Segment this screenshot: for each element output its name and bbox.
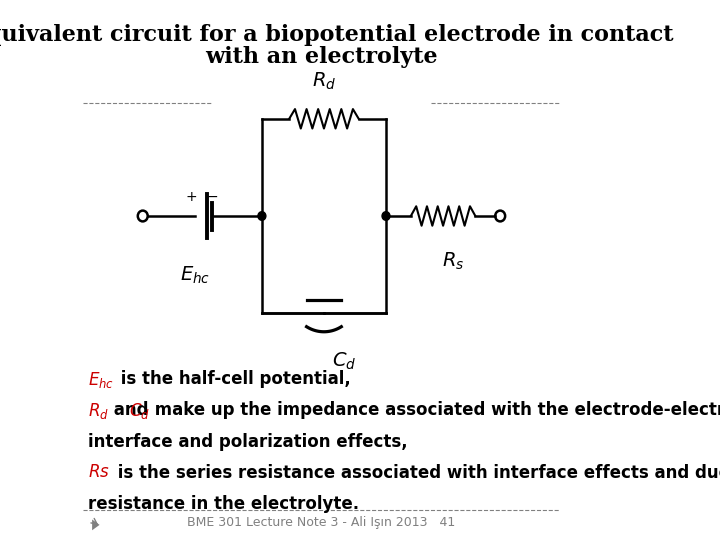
Text: −: − — [207, 190, 218, 204]
Circle shape — [258, 212, 266, 220]
Text: BME 301 Lecture Note 3 - Ali Işın 2013   41: BME 301 Lecture Note 3 - Ali Işın 2013 4… — [187, 516, 456, 529]
Text: and: and — [108, 401, 154, 419]
Text: $R_d$: $R_d$ — [88, 401, 109, 421]
Text: interface and polarization effects,: interface and polarization effects, — [88, 433, 408, 450]
Text: $R_s$: $R_s$ — [442, 251, 464, 272]
Text: $C_d$: $C_d$ — [332, 351, 356, 372]
Text: with an electrolyte: with an electrolyte — [205, 46, 438, 68]
Text: make up the impedance associated with the electrode-electrolyte: make up the impedance associated with th… — [149, 401, 720, 419]
Text: $E_{hc}$: $E_{hc}$ — [88, 370, 114, 390]
Text: $E_{hc}$: $E_{hc}$ — [180, 265, 210, 286]
Text: Equivalent circuit for a biopotential electrode in contact: Equivalent circuit for a biopotential el… — [0, 24, 674, 46]
Text: +: + — [185, 190, 197, 204]
Polygon shape — [92, 519, 99, 530]
Text: $R_d$: $R_d$ — [312, 71, 336, 92]
Text: $Rs$: $Rs$ — [88, 464, 110, 481]
Text: is the series resistance associated with interface effects and due to: is the series resistance associated with… — [112, 464, 720, 482]
Text: $C_d$: $C_d$ — [129, 401, 150, 421]
Text: is the half-cell potential,: is the half-cell potential, — [115, 370, 351, 388]
Circle shape — [382, 212, 390, 220]
Text: resistance in the electrolyte.: resistance in the electrolyte. — [88, 495, 359, 513]
